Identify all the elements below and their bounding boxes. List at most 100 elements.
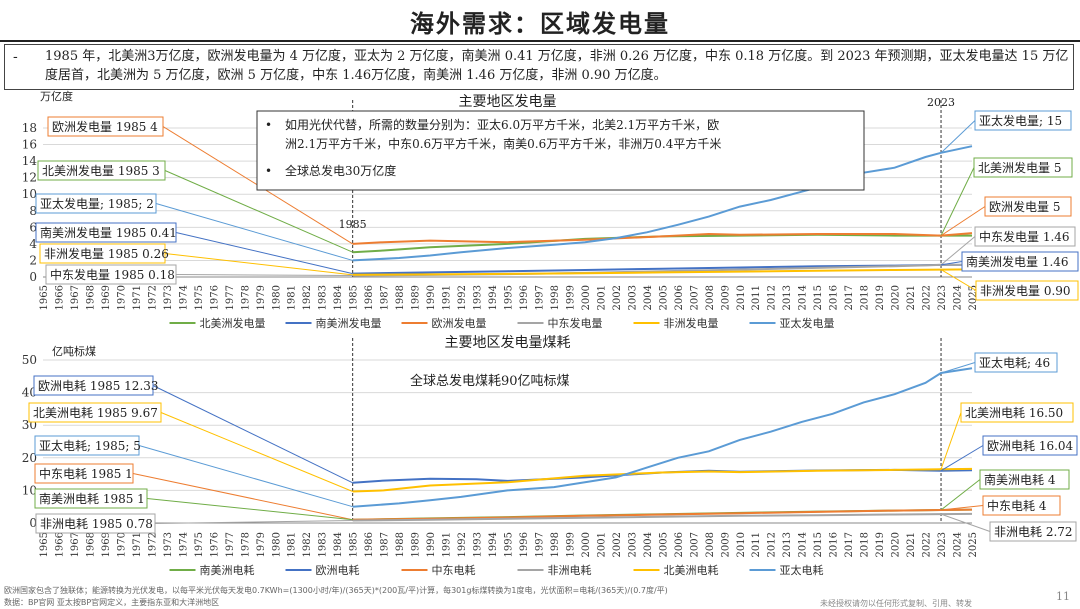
info-box-line: 洲2.1万平方千米，中东0.6万平方千米，南美0.6万平方千米，非洲万0.4平方… [285, 136, 721, 151]
year-marker-label: 2023 [927, 96, 955, 109]
legend-label: 北美洲发电量 [200, 316, 266, 330]
x-tick-label: 1979 [256, 285, 267, 310]
x-tick-label: 1973 [163, 532, 174, 557]
callout-leader [160, 412, 353, 492]
x-tick-label: 1990 [426, 532, 437, 557]
callout-label: 亚太电耗; 1985; 5 [39, 438, 141, 453]
x-tick-label: 2004 [643, 285, 654, 310]
summary-box: - 1985 年，北美洲3万亿度，欧洲发电量为 4 万亿度，亚太为 2 万亿度，… [4, 44, 1074, 90]
x-tick-label: 2016 [829, 532, 840, 557]
x-tick-label: 1977 [225, 285, 236, 310]
callout-box [34, 463, 134, 484]
x-tick-label: 2022 [922, 532, 933, 557]
callout-leader [940, 269, 977, 291]
page-number: 11 [1056, 590, 1070, 603]
series-line [352, 268, 973, 276]
callout-leader [940, 120, 976, 154]
y-tick-label: 0 [29, 270, 37, 284]
y-tick-label: 0 [29, 516, 37, 530]
x-tick-label: 2003 [627, 532, 638, 557]
callout-box [974, 352, 1058, 373]
callout-label: 中东发电量 1985 0.18 [50, 267, 175, 282]
callout-label: 北美洲发电量 1985 3 [42, 163, 160, 178]
callout-leader [175, 274, 353, 277]
x-tick-label: 2021 [906, 532, 917, 557]
x-tick-label: 2005 [658, 285, 669, 310]
x-tick-label: 2018 [860, 285, 871, 310]
legend-label: 南美洲电耗 [200, 564, 255, 577]
x-tick-label: 2001 [596, 285, 607, 310]
x-tick-label: 2017 [844, 285, 855, 310]
x-tick-label: 2017 [844, 532, 855, 557]
x-tick-label: 1982 [302, 285, 313, 310]
x-tick-label: 2005 [658, 532, 669, 557]
callout-box [984, 196, 1072, 217]
y-tick-label: 2 [29, 253, 37, 267]
x-tick-label: 1999 [565, 285, 576, 310]
callout-box [982, 435, 1078, 456]
x-tick-label: 1970 [116, 285, 127, 310]
x-tick-label: 1997 [534, 532, 545, 557]
callout-label: 亚太发电量; 15 [979, 113, 1062, 128]
x-tick-label: 2001 [596, 532, 607, 557]
x-tick-label: 1982 [302, 532, 313, 557]
x-tick-label: 1965 [39, 532, 50, 557]
callout-leader [152, 385, 353, 484]
x-tick-label: 2022 [922, 285, 933, 310]
x-tick-label: 2015 [813, 285, 824, 310]
callout-box [47, 116, 164, 137]
x-tick-label: 1976 [209, 532, 220, 557]
x-tick-label: 1966 [54, 532, 65, 557]
x-tick-label: 1995 [504, 285, 515, 310]
source-note: 数据：BP官网 亚太按BP官网定义，主要指东亚和大洋洲地区 [4, 598, 220, 607]
callout-label: 南美洲发电量 1.46 [966, 254, 1069, 269]
x-tick-label: 2004 [643, 532, 654, 557]
x-tick-label: 1994 [488, 285, 499, 310]
callout-label: 南美洲电耗 4 [984, 472, 1056, 487]
callout-box [39, 243, 166, 264]
x-tick-label: 1978 [240, 285, 251, 310]
x-tick-label: 1983 [318, 285, 329, 310]
x-tick-label: 2002 [612, 285, 623, 310]
x-tick-label: 2007 [689, 285, 700, 310]
generation-chart: 主要地区发电量 万亿度 0 2 4 6 8 10 12 14 16 18 1965 1966 1967 196… [22, 90, 1079, 330]
x-tick-label: 2011 [751, 285, 762, 310]
y-tick-label: 8 [29, 204, 37, 218]
x-tick-label: 2023 [937, 285, 948, 310]
callout-leader [132, 473, 353, 521]
callout-box [45, 264, 177, 285]
callout-box [974, 226, 1076, 247]
callout-leader [155, 203, 353, 261]
callout-leader [940, 261, 963, 266]
x-tick-label: 2013 [782, 532, 793, 557]
x-tick-label: 2002 [612, 532, 623, 557]
x-tick-label: 2020 [891, 285, 902, 310]
callout-label: 非洲电耗 1985 0.78 [40, 517, 153, 531]
x-tick-label: 2011 [751, 532, 762, 557]
y-axis-label: 亿吨标煤 [52, 344, 96, 358]
legend-label: 非洲发电量 [664, 316, 719, 330]
callout-leader [175, 232, 353, 275]
callout-leader [940, 445, 984, 472]
callout-label: 欧洲发电量 1985 4 [52, 119, 158, 134]
callout-leader [164, 253, 353, 276]
x-tick-label: 1980 [271, 532, 282, 557]
x-tick-label: 2006 [674, 532, 685, 557]
callout-leader [940, 167, 975, 236]
x-tick-label: 1993 [473, 532, 484, 557]
legend-label: 亚太电耗 [780, 564, 824, 577]
legend-label: 亚太发电量 [780, 316, 835, 330]
series-line [352, 145, 973, 262]
callout-label: 非洲电耗 2.72 [994, 525, 1073, 539]
y-tick-label: 16 [22, 138, 37, 152]
x-tick-label: 2014 [798, 532, 809, 557]
info-box-line: 全球总发电30万亿度 [285, 163, 396, 178]
x-tick-label: 1968 [85, 532, 96, 557]
callout-box [974, 110, 1072, 131]
legend-label: 南美洲发电量 [316, 316, 382, 330]
callout-label: 欧洲电耗 1985 12.33 [38, 379, 159, 393]
x-tick-label: 1967 [70, 285, 81, 310]
callout-box [35, 513, 156, 534]
callout-leader [138, 445, 353, 508]
